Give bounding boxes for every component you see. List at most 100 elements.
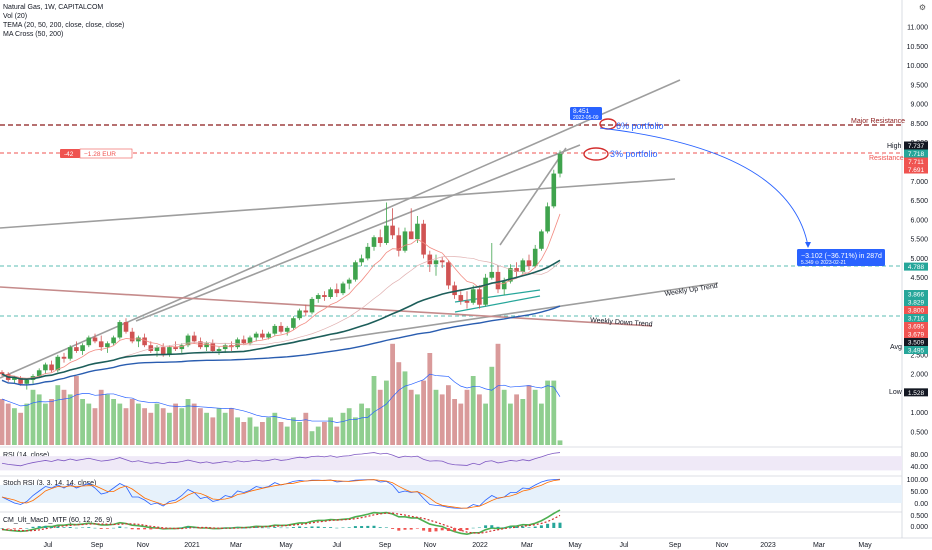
volume-bar	[415, 394, 420, 445]
price-tag	[904, 149, 928, 158]
y-axis-label: 5.500	[910, 237, 928, 244]
price-tag	[904, 290, 928, 299]
x-axis-label: May	[568, 542, 582, 549]
volume-bar	[43, 403, 48, 445]
x-axis-label: 2021	[184, 542, 200, 549]
pane-axis-label: 50.00	[910, 489, 928, 496]
portfolio-6-label: 6% portfolio	[616, 121, 664, 131]
candle-body	[18, 378, 23, 384]
candle-body	[446, 262, 451, 286]
macd-histogram-bar	[515, 526, 519, 528]
avg-label: Avg	[890, 344, 902, 351]
price-tag	[904, 165, 928, 174]
resistance-label: Resistance	[869, 155, 904, 162]
macd-histogram-bar	[186, 526, 190, 528]
candle-body	[154, 347, 160, 351]
x-axis-label: Jul	[333, 542, 342, 549]
volume-bar	[191, 403, 197, 445]
macd-histogram-bar	[533, 526, 537, 528]
pane-axis-label: 0.500	[910, 513, 928, 520]
volume-bar	[328, 417, 333, 445]
macd-histogram-bar	[180, 527, 184, 529]
weekly-down-trend-line	[0, 286, 653, 327]
volume-bar	[433, 389, 439, 445]
volume-bar	[36, 394, 42, 445]
volume-bar	[235, 417, 240, 445]
candle-body	[98, 341, 104, 348]
volume-bar	[551, 380, 557, 445]
macd-histogram-bar	[484, 525, 488, 528]
macd-pane-label[interactable]: CM_Ult_MacD_MTF (60, 12, 26, 9)	[3, 517, 113, 524]
volume-bar	[86, 403, 92, 445]
macd-histogram-bar	[50, 526, 54, 528]
volume-bar	[105, 394, 110, 445]
macd-histogram-bar	[174, 528, 178, 529]
candle-body	[80, 345, 85, 351]
legend-ma-cross[interactable]: MA Cross (50, 200)	[3, 31, 64, 38]
candle-body	[253, 333, 259, 338]
volume-bar	[67, 394, 73, 445]
candle-body	[539, 231, 544, 249]
volume-bar	[30, 389, 36, 445]
macd-histogram-bar	[453, 528, 457, 532]
legend-vol[interactable]: Vol (20)	[3, 13, 28, 20]
stoch-pane-label[interactable]: Stoch RSI (3, 3, 14, 14, close)	[3, 480, 97, 487]
pane-axis-label: 100.00	[907, 477, 929, 484]
macd-histogram-bar	[521, 526, 525, 528]
volume-bar	[216, 408, 222, 445]
x-axis-label: Sep	[669, 542, 682, 549]
position-value: −1.28 EUR	[84, 151, 116, 158]
candle-body	[123, 322, 129, 332]
macd-histogram-bar	[0, 528, 4, 529]
volume-bar	[371, 376, 377, 445]
volume-bar	[489, 366, 495, 445]
candle-body	[489, 271, 495, 278]
volume-bar	[222, 412, 228, 445]
volume-bar	[24, 403, 30, 445]
price-tag	[904, 322, 928, 331]
volume-bar	[229, 408, 234, 445]
macd-histogram-bar	[198, 528, 202, 529]
price-tag	[904, 338, 928, 347]
macd-histogram-bar	[31, 526, 35, 528]
rsi-pane-label[interactable]: RSI (14, close)	[3, 452, 50, 459]
volume-bar	[98, 389, 104, 445]
macd-histogram-bar	[322, 527, 326, 528]
major-resistance-label: Major Resistance	[851, 118, 905, 125]
candle-body	[545, 206, 550, 232]
projection-arrow	[805, 242, 811, 248]
legend-tema[interactable]: TEMA (20, 50, 200, close, close, close)	[3, 22, 125, 29]
price-tag-value: 7.711	[908, 159, 924, 166]
macd-histogram-bar	[87, 527, 91, 528]
candle-body	[415, 223, 420, 240]
macd-histogram-bar	[130, 528, 134, 530]
macd-histogram-bar	[236, 527, 240, 528]
macd-histogram-bar	[316, 526, 320, 528]
price-tag-value: 7.691	[908, 167, 925, 174]
ma-50-line	[1, 259, 561, 380]
candle-body	[67, 347, 73, 359]
measure-target: 5.349 ⊙ 2023-02-21	[801, 260, 846, 266]
volume-bar	[291, 417, 296, 445]
candle-body	[377, 237, 383, 243]
volume-bar	[545, 380, 550, 445]
volume-bar	[167, 412, 172, 445]
stoch-d-line	[1, 479, 561, 509]
settings-icon[interactable]: ⚙	[918, 3, 926, 12]
macd-histogram-bar	[37, 526, 41, 528]
volume-bar	[458, 403, 464, 445]
volume-bar	[179, 408, 185, 445]
price-tag	[904, 298, 928, 307]
rsi-band	[0, 456, 902, 471]
y-axis-label: 6.500	[910, 198, 928, 205]
legend-title: Natural Gas, 1W, CAPITALCOM	[3, 4, 104, 11]
macd-histogram-bar	[223, 527, 227, 529]
volume-bar	[452, 399, 457, 445]
candle-body	[43, 364, 48, 371]
macd-histogram-bar	[446, 528, 450, 532]
macd-histogram-bar	[205, 528, 209, 529]
macd-histogram-bar	[434, 528, 438, 532]
volume-bar	[384, 380, 389, 445]
candle-body	[36, 370, 42, 377]
